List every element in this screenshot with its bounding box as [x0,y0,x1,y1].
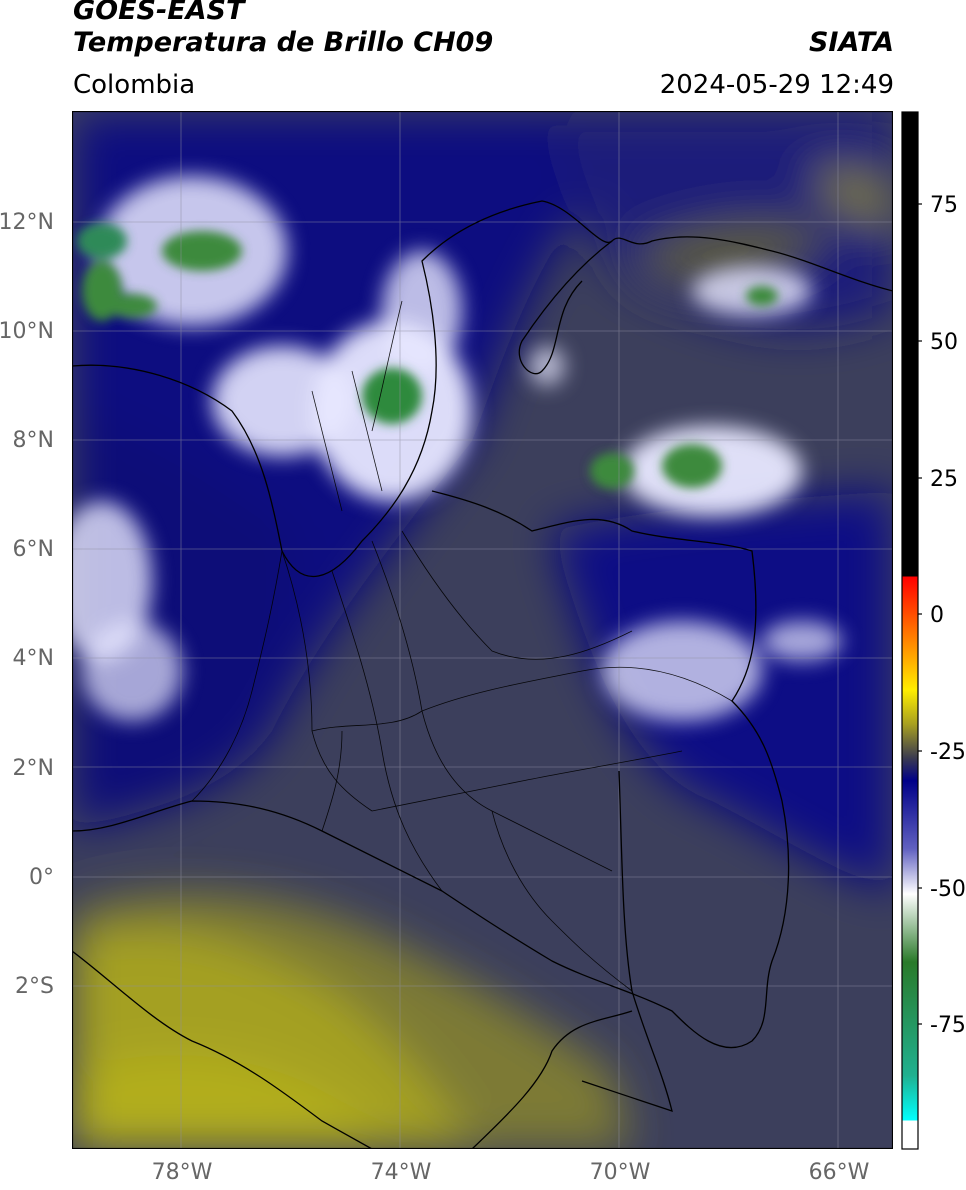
product-title: Temperatura de Brillo CH09 [73,27,494,58]
lat-label-0: 0° [29,865,54,890]
colorbar-tick-minus50: -50 [930,877,966,902]
lat-label-6n: 6°N [12,537,54,562]
colorbar-tick-75: 75 [930,193,958,218]
colorbar-tick-0: 0 [930,603,944,628]
country-borders [72,200,893,1149]
region-label: Colombia [73,70,196,100]
datetime-label: 2024-05-29 12:49 [659,70,894,100]
colorbar-tick-50: 50 [930,330,958,355]
colorbar-tick-minus25: -25 [930,740,966,765]
temperature-colorbar [901,111,922,1150]
lat-label-2n: 2°N [12,756,54,781]
lon-label-66w: 66°W [808,1160,870,1185]
lat-label-4n: 4°N [12,646,54,671]
department-borders [191,300,733,992]
lat-label-10n: 10°N [0,319,54,344]
lon-label-70w: 70°W [589,1160,651,1185]
org-label: SIATA [808,27,894,58]
lon-label-78w: 78°W [151,1160,213,1185]
lat-label-12n: 12°N [0,210,54,235]
gridlines [72,111,893,1149]
lon-label-74w: 74°W [370,1160,432,1185]
cloud-field [72,111,893,1149]
colorbar-tick-minus75: -75 [930,1013,966,1038]
colorbar-tick-25: 25 [930,467,958,492]
lat-label-8n: 8°N [12,428,54,453]
satellite-title: GOES-EAST [73,0,245,26]
lat-label-2s: 2°S [15,974,54,999]
brightness-temperature-map [72,111,893,1149]
